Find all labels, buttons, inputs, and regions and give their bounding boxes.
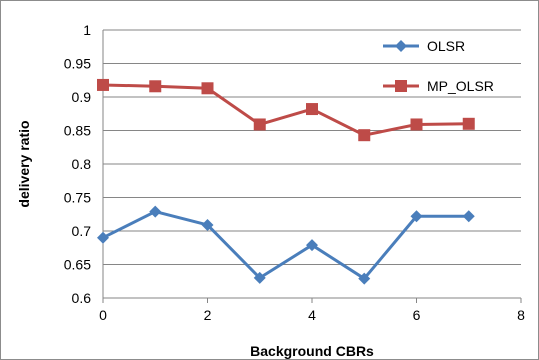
data-point-olsr	[149, 205, 162, 218]
legend-marker-mp-olsr	[395, 80, 407, 92]
data-point-olsr	[306, 239, 318, 252]
legend-item-olsr: OLSR	[383, 38, 465, 54]
x-tick-labels: 0 2 4 6 8	[99, 298, 525, 323]
x-tick-label: 0	[99, 307, 107, 323]
y-tick-label: 0.95	[64, 56, 91, 72]
legend-marker-olsr	[395, 40, 407, 52]
legend-label-olsr: OLSR	[427, 38, 465, 54]
data-point-olsr	[358, 272, 371, 285]
x-axis-title: Background CBRs	[250, 343, 374, 359]
data-point-olsr	[97, 231, 109, 244]
y-tick-label: 0.8	[72, 156, 92, 172]
data-point-mp-olsr	[97, 78, 109, 91]
data-point-mp-olsr	[253, 118, 266, 131]
data-point-olsr	[410, 210, 423, 223]
data-point-mp-olsr	[149, 80, 162, 93]
x-tick-label: 6	[413, 307, 421, 323]
legend-label-mp-olsr: MP_OLSR	[427, 78, 494, 94]
data-point-olsr	[462, 210, 475, 223]
series-line-olsr	[102, 210, 469, 281]
data-point-mp-olsr	[306, 103, 318, 116]
y-tick-label: 0.85	[64, 123, 91, 139]
x-tick-label: 4	[308, 307, 316, 323]
data-point-olsr	[201, 218, 214, 231]
data-point-mp-olsr	[358, 129, 371, 142]
y-tick-label: 0.65	[64, 257, 91, 273]
x-tick-label: 2	[204, 307, 212, 323]
x-tick-label: 8	[517, 307, 525, 323]
gridlines	[103, 29, 521, 265]
y-tick-label: 0.6	[72, 290, 92, 306]
legend-item-mp-olsr: MP_OLSR	[383, 78, 494, 94]
legend: OLSR MP_OLSR	[383, 38, 494, 94]
y-tick-label: 0.9	[72, 89, 92, 105]
data-point-mp-olsr	[410, 118, 423, 131]
data-point-mp-olsr	[462, 117, 475, 130]
data-point-olsr	[253, 271, 266, 284]
series-group	[97, 78, 475, 285]
y-tick-labels: 0.6 0.65 0.7 0.75 0.8 0.85 0.9 0.95 1	[64, 22, 91, 306]
series-line-mp-olsr	[102, 83, 469, 137]
data-point-mp-olsr	[201, 82, 214, 95]
y-tick-label: 0.7	[72, 223, 92, 239]
y-tick-label: 1	[83, 22, 91, 38]
y-axis-title: delivery ratio	[16, 120, 32, 207]
y-tick-label: 0.75	[64, 190, 91, 206]
